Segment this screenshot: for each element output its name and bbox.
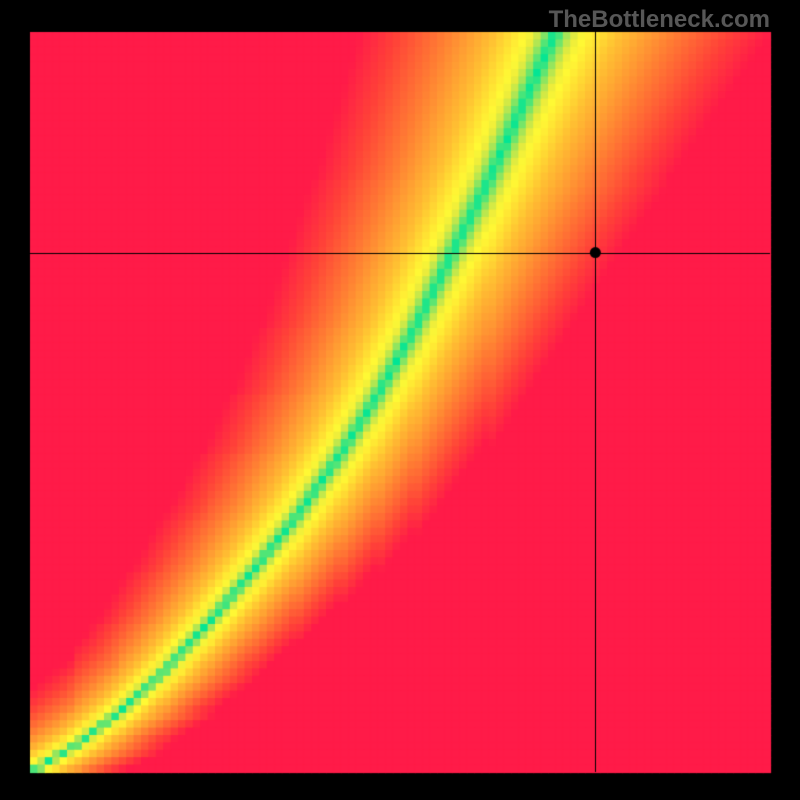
watermark-text: TheBottleneck.com: [549, 6, 770, 34]
bottleneck-heatmap: [0, 0, 800, 800]
figure-container: { "source": { "label": "TheBottleneck.co…: [0, 0, 800, 800]
